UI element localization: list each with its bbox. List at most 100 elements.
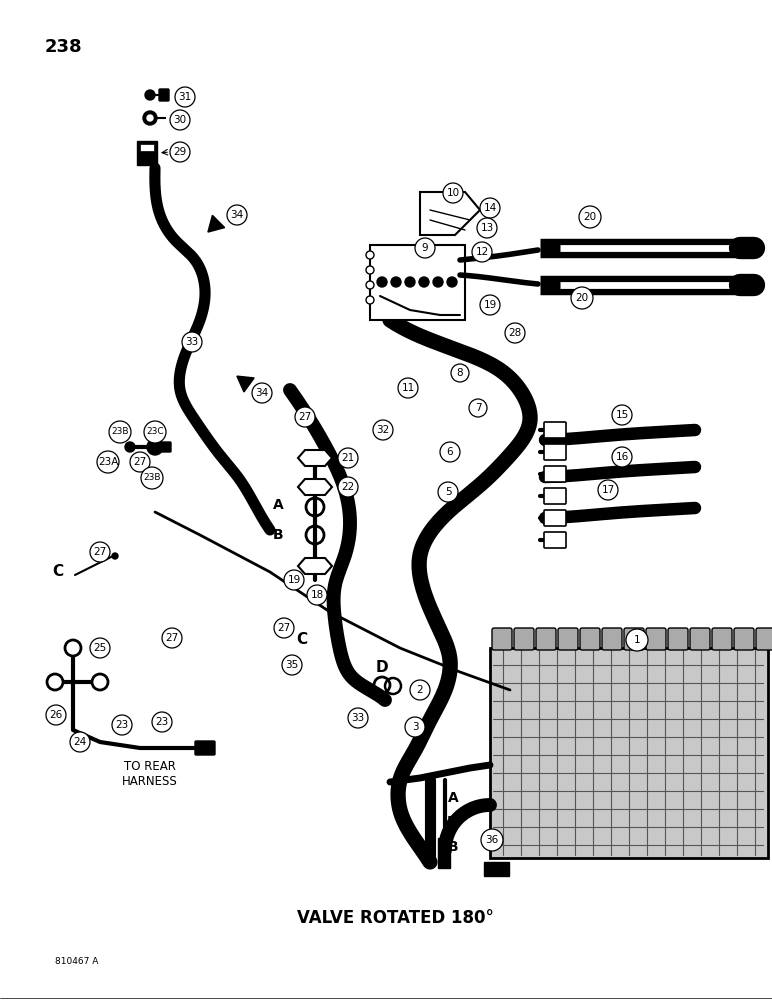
FancyBboxPatch shape <box>544 444 566 460</box>
Circle shape <box>447 277 457 287</box>
Circle shape <box>152 712 172 732</box>
Text: 34: 34 <box>230 210 244 220</box>
Circle shape <box>366 296 374 304</box>
Circle shape <box>295 407 315 427</box>
FancyBboxPatch shape <box>544 422 566 438</box>
Circle shape <box>373 420 393 440</box>
Text: 26: 26 <box>49 710 63 720</box>
Circle shape <box>366 281 374 289</box>
Circle shape <box>112 553 118 559</box>
FancyBboxPatch shape <box>544 532 566 548</box>
Circle shape <box>175 87 195 107</box>
Polygon shape <box>298 558 332 574</box>
Text: 3: 3 <box>411 722 418 732</box>
Text: 24: 24 <box>73 737 86 747</box>
Circle shape <box>47 674 63 690</box>
Text: 13: 13 <box>480 223 493 233</box>
Circle shape <box>182 332 202 352</box>
Text: 27: 27 <box>165 633 178 643</box>
FancyBboxPatch shape <box>646 628 666 650</box>
FancyBboxPatch shape <box>514 628 534 650</box>
Text: 15: 15 <box>615 410 628 420</box>
Circle shape <box>410 680 430 700</box>
Text: 28: 28 <box>509 328 522 338</box>
Text: 36: 36 <box>486 835 499 845</box>
Circle shape <box>274 618 294 638</box>
Text: 20: 20 <box>584 212 597 222</box>
Text: 19: 19 <box>287 575 300 585</box>
Text: 30: 30 <box>174 115 187 125</box>
Circle shape <box>438 482 458 502</box>
Circle shape <box>626 629 648 651</box>
Text: 35: 35 <box>286 660 299 670</box>
Circle shape <box>112 715 132 735</box>
Text: 22: 22 <box>341 482 354 492</box>
Circle shape <box>571 287 593 309</box>
Text: 23B: 23B <box>111 428 129 436</box>
Text: 23: 23 <box>155 717 168 727</box>
Circle shape <box>405 717 425 737</box>
Text: 23A: 23A <box>98 457 118 467</box>
FancyBboxPatch shape <box>668 628 688 650</box>
Text: 10: 10 <box>446 188 459 198</box>
FancyBboxPatch shape <box>690 628 710 650</box>
Text: D: D <box>376 660 388 676</box>
Text: C: C <box>296 633 307 648</box>
Circle shape <box>307 585 327 605</box>
Circle shape <box>65 640 81 656</box>
Circle shape <box>505 323 525 343</box>
Circle shape <box>97 451 119 473</box>
Circle shape <box>338 448 358 468</box>
Circle shape <box>90 542 110 562</box>
Circle shape <box>125 442 135 452</box>
Circle shape <box>366 251 374 259</box>
Text: 29: 29 <box>174 147 187 157</box>
Text: D: D <box>447 815 459 829</box>
Text: 27: 27 <box>277 623 290 633</box>
Polygon shape <box>298 450 332 466</box>
Circle shape <box>147 439 163 455</box>
Text: 23B: 23B <box>144 474 161 483</box>
Text: 27: 27 <box>298 412 312 422</box>
Circle shape <box>109 421 131 443</box>
FancyBboxPatch shape <box>195 741 215 755</box>
Text: 14: 14 <box>483 203 496 213</box>
Circle shape <box>477 218 497 238</box>
Text: 21: 21 <box>341 453 354 463</box>
Circle shape <box>145 90 155 100</box>
FancyBboxPatch shape <box>624 628 644 650</box>
Circle shape <box>147 115 153 121</box>
FancyBboxPatch shape <box>734 628 754 650</box>
Text: 18: 18 <box>310 590 323 600</box>
Text: A: A <box>273 498 283 512</box>
Circle shape <box>130 452 150 472</box>
Text: 33: 33 <box>185 337 198 347</box>
Text: 11: 11 <box>401 383 415 393</box>
Circle shape <box>405 277 415 287</box>
Circle shape <box>366 266 374 274</box>
Circle shape <box>440 442 460 462</box>
Circle shape <box>415 238 435 258</box>
Circle shape <box>377 277 387 287</box>
Circle shape <box>348 708 368 728</box>
FancyBboxPatch shape <box>484 862 509 876</box>
Circle shape <box>443 183 463 203</box>
FancyBboxPatch shape <box>756 628 772 650</box>
Circle shape <box>70 732 90 752</box>
Circle shape <box>612 405 632 425</box>
Circle shape <box>579 206 601 228</box>
Circle shape <box>170 110 190 130</box>
Text: 23C: 23C <box>146 428 164 436</box>
Text: 2: 2 <box>417 685 423 695</box>
Text: 12: 12 <box>476 247 489 257</box>
Circle shape <box>227 205 247 225</box>
Circle shape <box>92 674 108 690</box>
FancyBboxPatch shape <box>154 442 171 452</box>
Circle shape <box>451 364 469 382</box>
FancyBboxPatch shape <box>140 144 154 151</box>
Polygon shape <box>420 192 480 235</box>
Text: 31: 31 <box>178 92 191 102</box>
Text: 33: 33 <box>351 713 364 723</box>
Circle shape <box>391 277 401 287</box>
Circle shape <box>419 277 429 287</box>
